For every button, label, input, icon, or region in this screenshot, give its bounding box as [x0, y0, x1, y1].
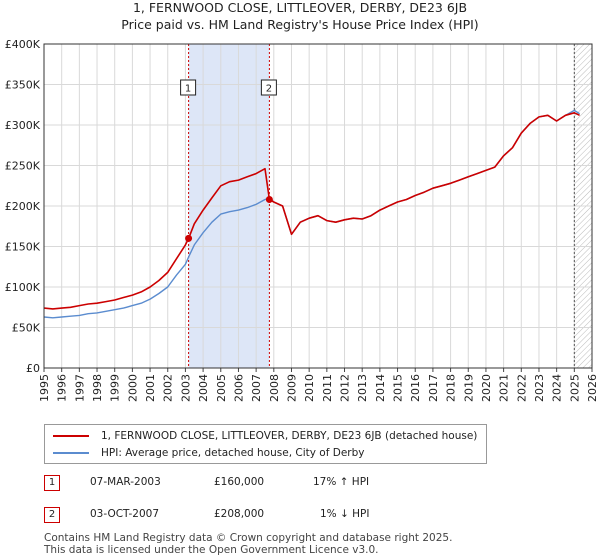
- y-tick-label: £150K: [5, 241, 41, 254]
- legend-item-hpi: HPI: Average price, detached house, City…: [53, 445, 364, 461]
- x-tick-label: 1995: [38, 374, 51, 402]
- x-tick-label: 2010: [303, 374, 316, 402]
- x-tick-label: 2017: [427, 374, 440, 402]
- y-tick-label: £400K: [5, 38, 41, 51]
- x-tick-label: 2016: [409, 374, 422, 402]
- y-tick-label: £250K: [5, 160, 41, 173]
- plot-frame: [43, 43, 593, 369]
- x-tick-label: 2000: [126, 374, 139, 402]
- y-tick-label: £50K: [12, 322, 41, 335]
- x-tick-label: 2021: [498, 374, 511, 402]
- price-chart: £0 £50K £100K £150K £200K £250K £300K £350K £400…: [5, 38, 599, 402]
- x-tick-label: 2023: [533, 374, 546, 402]
- x-tick-label: 2001: [144, 374, 157, 402]
- x-tick-label: 2024: [551, 374, 564, 402]
- x-tick-label: 2004: [197, 374, 210, 402]
- sale-label: 1: [185, 84, 191, 95]
- x-tick-label: 1999: [109, 374, 122, 402]
- chart-title-line1: 1, FERNWOOD CLOSE, LITTLEOVER, DERBY, DE…: [132, 0, 468, 15]
- x-tick-label: 2014: [374, 374, 387, 402]
- legend-label-property: 1, FERNWOOD CLOSE, LITTLEOVER, DERBY, DE…: [101, 430, 478, 442]
- x-tick-label: 2015: [392, 374, 405, 402]
- x-tick-label: 2013: [356, 374, 369, 402]
- legend-item-property: 1, FERNWOOD CLOSE, LITTLEOVER, DERBY, DE…: [53, 428, 477, 444]
- y-tick-label: £350K: [5, 79, 41, 92]
- x-tick-label: 2006: [232, 374, 245, 402]
- property-price-line: [43, 112, 580, 310]
- y-tick-label: £0: [26, 362, 40, 375]
- x-tick-label: 2005: [215, 374, 228, 402]
- y-tick-label: £300K: [5, 119, 41, 132]
- x-tick-label: 1996: [56, 374, 69, 402]
- sale-label-box: [260, 79, 277, 96]
- legend-swatch-property: [53, 435, 89, 437]
- legend-label-hpi: HPI: Average price, detached house, City…: [101, 447, 365, 459]
- x-tick-label: 2026: [586, 374, 599, 402]
- footer-licence: This data is licensed under the Open Gov…: [44, 544, 379, 556]
- y-tick-label: £100K: [5, 281, 41, 294]
- x-tick-label: 2008: [268, 374, 281, 402]
- x-tick-label: 2022: [515, 374, 528, 402]
- x-tick-label: 2019: [462, 374, 475, 402]
- x-tick-label: 2002: [162, 374, 175, 402]
- x-tick-label: 2025: [568, 374, 581, 402]
- footer-copyright: Contains HM Land Registry data © Crown c…: [44, 532, 453, 544]
- chart-title-line2: Price paid vs. HM Land Registry's House …: [121, 17, 479, 32]
- x-tick-label: 2003: [179, 374, 192, 402]
- transaction-badge: 2: [44, 507, 60, 523]
- transaction-date: 07-MAR-2003: [90, 476, 161, 488]
- transaction-hpi-diff: 17% ↑ HPI: [313, 476, 370, 488]
- x-tick-label: 1997: [73, 374, 86, 402]
- transaction-badge: 1: [44, 475, 60, 491]
- x-tick-label: 2020: [480, 374, 493, 402]
- x-tick-label: 2011: [321, 374, 334, 402]
- sale-label: 2: [266, 84, 272, 95]
- sale-point: [265, 196, 273, 204]
- x-tick-label: 2009: [285, 374, 298, 402]
- x-tick-label: 2018: [445, 374, 458, 402]
- y-tick-label: £200K: [5, 200, 41, 213]
- sale-label-box: [180, 79, 197, 96]
- transaction-hpi-diff: 1% ↓ HPI: [320, 508, 370, 520]
- transaction-price: £208,000: [214, 508, 265, 520]
- x-tick-label: 2012: [339, 374, 352, 402]
- sale-point: [185, 234, 193, 242]
- x-tick-label: 1998: [91, 374, 104, 402]
- x-tick-label: 2007: [250, 374, 263, 402]
- chart-legend: 1, FERNWOOD CLOSE, LITTLEOVER, DERBY, DE…: [44, 424, 487, 464]
- transaction-price: £160,000: [214, 476, 265, 488]
- transaction-date: 03-OCT-2007: [90, 508, 159, 520]
- legend-swatch-hpi: [53, 452, 89, 454]
